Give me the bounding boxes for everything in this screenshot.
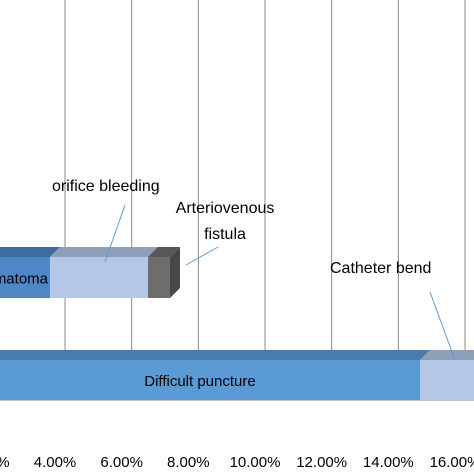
bar-top (148, 247, 180, 257)
bar-label: Difficult puncture (144, 373, 255, 390)
x-tick-label: 14.00% (363, 454, 414, 471)
annotation: Arteriovenous fistula (175, 200, 275, 243)
x-tick-label: 6.00% (100, 454, 143, 471)
x-tick-label: 2.00% (0, 454, 10, 471)
annotation-arrow (429, 291, 456, 361)
annotation-arrow (104, 204, 126, 263)
x-tick-label: 12.00% (296, 454, 347, 471)
bar (0, 360, 421, 400)
bar-top (420, 350, 474, 360)
x-tick-label: 16.00% (430, 454, 474, 471)
bar-top (0, 350, 430, 360)
bar-top (0, 247, 60, 257)
x-tick-label: 4.00% (34, 454, 77, 471)
annotation: orifice bleeding (52, 178, 160, 195)
x-tick-label: 10.00% (230, 454, 281, 471)
bar (420, 360, 474, 400)
annotation: Catheter bend (330, 260, 432, 277)
bar (148, 257, 170, 298)
annotation-arrow (185, 246, 219, 266)
x-tick-label: 8.00% (167, 454, 210, 471)
bar-top (50, 247, 158, 257)
bar-label: Hematoma (0, 270, 49, 287)
bar (50, 257, 148, 298)
bar-side (170, 247, 180, 298)
bar (0, 257, 50, 298)
